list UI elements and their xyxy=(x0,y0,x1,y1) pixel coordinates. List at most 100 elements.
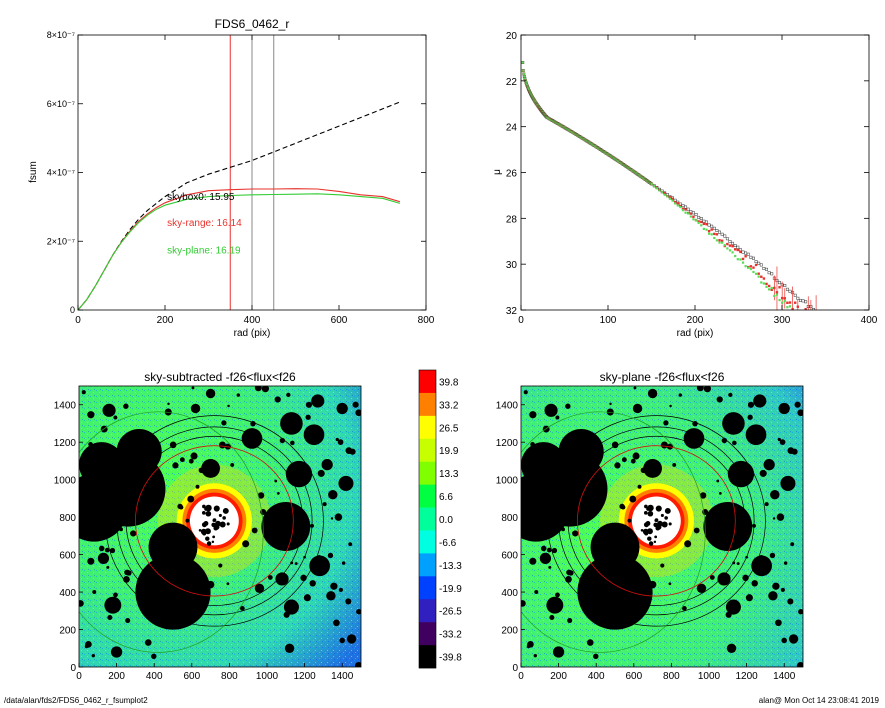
y-tick-label-2: 4×10⁻⁷ xyxy=(47,168,75,178)
point-green-202 xyxy=(794,310,796,312)
star-mask-21 xyxy=(647,388,658,399)
point-green-190 xyxy=(762,282,766,285)
point-black-189 xyxy=(759,263,763,267)
point-black-184 xyxy=(746,252,750,256)
core-mask-18 xyxy=(655,525,660,531)
core-mask-12 xyxy=(655,505,662,512)
small-mask-5 xyxy=(260,509,267,515)
small-mask-35 xyxy=(551,547,558,554)
small-mask-99 xyxy=(274,396,281,403)
star-mask-7 xyxy=(201,459,221,478)
point-black-198 xyxy=(783,284,787,287)
point-green-165 xyxy=(697,221,700,224)
star-mask-13 xyxy=(309,555,330,577)
panel-mu-profile: 0 100 200 300 400 20 22 24 26 28 30 32 rad (pix) μ xyxy=(492,31,878,361)
point-red-185 xyxy=(749,265,753,268)
small-mask-20 xyxy=(187,495,195,503)
y-tick-label-4: 28 xyxy=(506,214,518,225)
axes-sky-plane: 0 200 400 600 800 1000 1200 1400 0 200 400 600 800 10… xyxy=(496,401,796,682)
x-tick-label-4: 800 xyxy=(663,671,680,682)
small-mask-26 xyxy=(274,479,278,483)
image-sky-plane xyxy=(521,386,803,667)
small-mask-102 xyxy=(759,469,767,477)
small-mask-99 xyxy=(716,396,723,403)
point-red-156 xyxy=(673,200,677,204)
star-mask-8 xyxy=(722,412,745,435)
point-red-216 xyxy=(831,334,833,336)
point-green-179 xyxy=(734,254,737,258)
ellipse-middle xyxy=(116,426,313,616)
small-mask-83 xyxy=(669,404,672,408)
small-mask-24 xyxy=(309,580,316,587)
small-mask-13 xyxy=(794,401,801,408)
star-mask-29 xyxy=(788,634,799,644)
point-black-176 xyxy=(725,237,729,241)
x-tick-label-1: 200 xyxy=(550,671,567,682)
axes-frame-sky-plane xyxy=(520,385,804,668)
colorbar-swatch-0 xyxy=(419,370,436,394)
point-green-0 xyxy=(521,61,524,64)
point-green-219 xyxy=(838,359,840,361)
small-mask-55 xyxy=(783,561,788,565)
small-mask-78 xyxy=(87,557,95,565)
axes-sky-subtracted: 0 200 400 600 800 1000 1200 1400 0 200 400 600 800 10… xyxy=(54,401,354,682)
point-black-160 xyxy=(684,205,688,209)
point-green-217 xyxy=(833,350,835,352)
small-mask-109 xyxy=(84,644,89,649)
star-mask-13 xyxy=(751,555,772,577)
point-green-184 xyxy=(747,266,750,269)
point-green-203 xyxy=(797,314,799,316)
small-mask-118 xyxy=(136,577,145,585)
small-mask-61 xyxy=(124,569,130,576)
point-green-174 xyxy=(721,241,724,244)
point-red-157 xyxy=(676,202,679,205)
point-green-194 xyxy=(773,294,776,298)
core-mask-17 xyxy=(653,522,658,528)
small-mask-69 xyxy=(523,390,528,395)
small-mask-108 xyxy=(175,599,183,608)
point-red-203 xyxy=(796,305,800,308)
ellipse-red xyxy=(134,445,294,597)
point-green-200 xyxy=(788,305,792,308)
x-tick-label-3: 600 xyxy=(625,671,642,682)
point-black-161 xyxy=(686,207,690,211)
point-green-1 xyxy=(522,69,525,72)
small-mask-85 xyxy=(151,653,157,659)
small-mask-84 xyxy=(322,502,327,507)
small-mask-70 xyxy=(178,505,184,510)
small-mask-65 xyxy=(660,563,665,568)
small-mask-18 xyxy=(123,403,129,409)
small-mask-48 xyxy=(699,492,707,499)
core-mask-24 xyxy=(654,519,658,522)
point-green-149 xyxy=(655,187,658,190)
chart-title-sky-plane: sky-plane -f26<flux<f26 xyxy=(600,370,725,384)
point-green-205 xyxy=(802,319,804,321)
x-axis-label-fsum: rad (pix) xyxy=(234,328,271,339)
y-tick-label-5: 30 xyxy=(506,260,518,271)
small-mask-41 xyxy=(790,542,795,547)
small-mask-84 xyxy=(764,502,769,507)
colorbar-swatch-10 xyxy=(419,599,436,623)
core-mask-20 xyxy=(205,504,212,512)
point-red-193 xyxy=(770,288,773,291)
x-tick-label-3: 300 xyxy=(774,315,791,326)
small-mask-1 xyxy=(104,547,110,553)
point-red-191 xyxy=(765,282,768,286)
point-green-159 xyxy=(681,209,685,212)
point-black-206 xyxy=(804,300,808,304)
x-tick-label-5: 1000 xyxy=(698,671,721,682)
point-green-170 xyxy=(710,233,713,236)
small-mask-40 xyxy=(727,469,734,476)
point-black-204 xyxy=(798,298,802,302)
point-black-219 xyxy=(838,334,840,336)
star-mask-10 xyxy=(303,424,325,446)
small-mask-91 xyxy=(98,545,105,552)
small-mask-118 xyxy=(578,577,587,585)
point-green-172 xyxy=(715,239,719,242)
point-black-211 xyxy=(818,314,820,316)
small-mask-88 xyxy=(339,637,345,644)
small-mask-1 xyxy=(546,547,552,553)
point-green-161 xyxy=(687,212,690,215)
colorbar-swatch-12 xyxy=(419,645,436,669)
point-red-186 xyxy=(752,266,755,269)
